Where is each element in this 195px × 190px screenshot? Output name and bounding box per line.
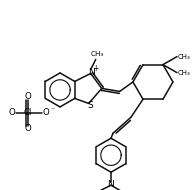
Text: S: S [88,101,94,110]
Text: ⁻: ⁻ [50,105,54,114]
Text: CH₃: CH₃ [178,54,190,60]
Text: N: N [88,68,95,77]
Text: +: + [93,64,99,73]
Text: Cl: Cl [24,108,32,117]
Text: N: N [108,180,114,189]
Text: O: O [43,108,49,117]
Text: O: O [9,108,15,117]
Text: CH₃: CH₃ [91,51,104,57]
Text: CH₃: CH₃ [178,70,190,76]
Text: O: O [25,124,31,133]
Text: O: O [25,93,31,101]
